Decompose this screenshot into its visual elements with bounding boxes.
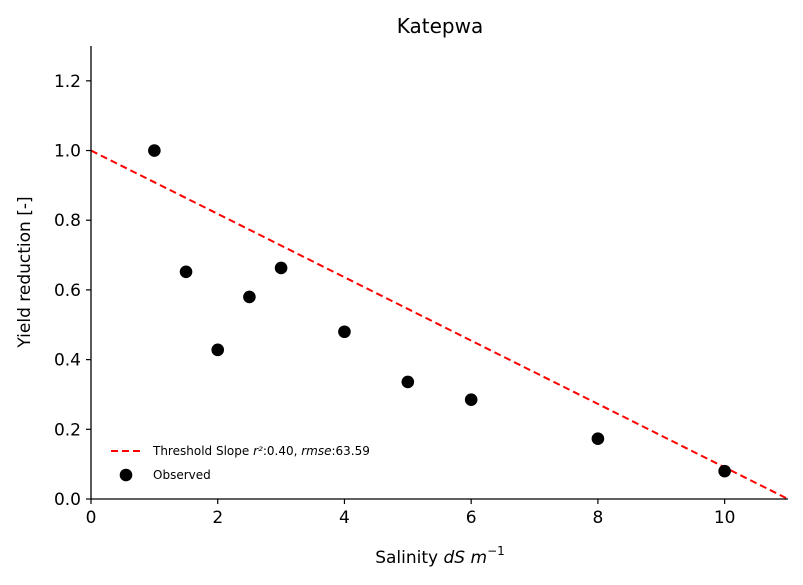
- observed-point: [591, 432, 605, 446]
- legend: Threshold Slope r²:0.40, rmse:63.59 Obse…: [111, 444, 370, 482]
- legend-label-observed: Observed: [153, 468, 211, 482]
- observed-point: [243, 290, 256, 304]
- x-axis-ticks: 0 2 4 6 8 10: [86, 499, 736, 528]
- observed-point: [401, 375, 415, 389]
- observed-point: [274, 261, 288, 275]
- legend-rmse-value: :63.59: [331, 444, 369, 458]
- x-axis-label-variable: dS m: [444, 548, 488, 568]
- x-tick-label: 8: [592, 508, 603, 528]
- observed-point: [148, 144, 161, 157]
- x-axis-label-prefix: Salinity: [375, 548, 443, 568]
- legend-point-swatch: [119, 468, 133, 482]
- observed-point: [718, 464, 731, 478]
- x-tick-label: 2: [212, 508, 223, 528]
- legend-r2-value: :0.40,: [263, 444, 301, 458]
- x-tick-label: 0: [86, 508, 97, 528]
- y-tick-label: 0.2: [54, 420, 81, 440]
- legend-r2-label: r²: [253, 444, 263, 458]
- y-axis-label: Yield reduction [-]: [15, 196, 35, 348]
- x-tick-label: 6: [466, 508, 477, 528]
- threshold-slope-line: [90, 149, 789, 500]
- y-tick-label: 0.0: [54, 490, 81, 510]
- y-tick-label: 1.0: [54, 142, 81, 162]
- chart-title: Katepwa: [397, 14, 483, 38]
- y-tick-label: 1.2: [54, 72, 81, 92]
- x-tick-label: 10: [714, 508, 736, 528]
- y-tick-label: 0.8: [54, 211, 81, 231]
- observed-point: [179, 265, 193, 279]
- observed-point: [464, 393, 478, 406]
- x-axis-label-exponent: −1: [487, 544, 505, 558]
- legend-label-threshold-slope: Threshold Slope r²:0.40, rmse:63.59: [152, 444, 370, 458]
- chart-marks: [90, 144, 789, 500]
- observed-point: [211, 343, 225, 357]
- observed-point: [338, 325, 351, 339]
- x-axis-label: Salinity dS m−1: [375, 544, 505, 568]
- y-tick-label: 0.4: [54, 351, 81, 371]
- legend-rmse-label: rmse: [301, 444, 331, 458]
- x-tick-label: 4: [339, 508, 350, 528]
- legend-threshold-name: Threshold Slope: [152, 444, 249, 458]
- y-axis-ticks: 0.0 0.2 0.4 0.6 0.8 1.0 1.2: [54, 72, 91, 510]
- y-tick-label: 0.6: [54, 281, 81, 301]
